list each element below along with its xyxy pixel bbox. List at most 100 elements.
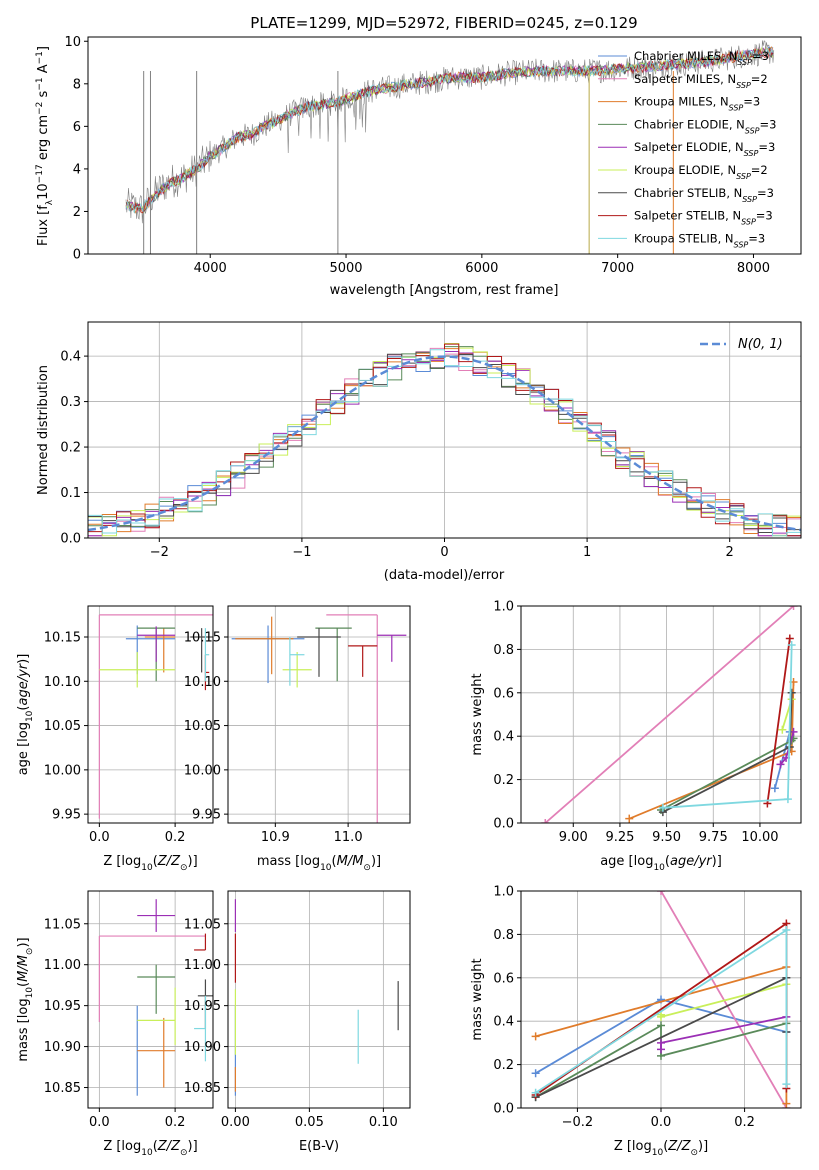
y-tick-label: 0.8 bbox=[493, 928, 514, 943]
y-tick-label: 10.00 bbox=[44, 763, 81, 778]
legend-entry: Chabrier MILES, NSSP=3 bbox=[634, 49, 769, 67]
weight-marker bbox=[787, 688, 796, 697]
weight-marker bbox=[770, 784, 779, 793]
legend-entry: Kroupa STELIB, NSSP=3 bbox=[634, 231, 765, 249]
weight-marker bbox=[778, 725, 787, 734]
spectrum-legend: Chabrier MILES, NSSP=3 Salpeter MILES, NS… bbox=[598, 49, 776, 249]
mass-vs-ebv-plot-area bbox=[234, 899, 399, 1096]
x-tick-label: −2 bbox=[150, 545, 169, 560]
axis-label: Z [log10(Z/Z⊙)] bbox=[614, 1139, 708, 1158]
x-tick-label: 0.0 bbox=[89, 1115, 110, 1130]
y-tick-label: 0.4 bbox=[60, 350, 81, 365]
y-tick-label: 11.05 bbox=[184, 917, 221, 932]
x-tick-label: 0.2 bbox=[165, 1115, 186, 1130]
x-tick-label: 1 bbox=[583, 545, 591, 560]
weight-marker bbox=[657, 1021, 665, 1030]
axis-label: (data-model)/error bbox=[384, 568, 505, 583]
y-tick-label: 10.90 bbox=[44, 1040, 81, 1055]
y-tick-label: 1.0 bbox=[493, 885, 514, 900]
x-tick-label: −0.2 bbox=[562, 1115, 594, 1130]
weight-marker bbox=[785, 634, 794, 643]
axes-frame bbox=[227, 890, 411, 1109]
x-tick-label: 9.75 bbox=[699, 830, 728, 845]
y-tick-label: 0.8 bbox=[493, 643, 514, 658]
x-tick-label: 9.00 bbox=[559, 830, 588, 845]
y-tick-label: 10.90 bbox=[184, 1040, 221, 1055]
figure-title: PLATE=1299, MJD=52972, FIBERID=0245, z=0… bbox=[250, 14, 637, 32]
axes-frame bbox=[87, 36, 802, 255]
x-tick-label: 0.0 bbox=[651, 1115, 672, 1130]
weight-marker bbox=[657, 1012, 665, 1021]
legend-entry: Salpeter MILES, NSSP=2 bbox=[634, 72, 768, 90]
age-vs-Z-axes: 0.0 0.2 9.95 10.00 10.05 10.10 10.15 Z [log10(Z… bbox=[16, 605, 214, 873]
y-tick-label: 0.6 bbox=[493, 686, 514, 701]
y-tick-label: 0.2 bbox=[60, 441, 81, 456]
x-tick-label: 6000 bbox=[465, 261, 498, 276]
weight-line bbox=[662, 645, 793, 809]
model-line bbox=[125, 47, 774, 214]
weight-marker bbox=[787, 641, 796, 650]
weight-line bbox=[662, 692, 793, 813]
weight-line bbox=[660, 891, 788, 1108]
y-tick-label: 10.05 bbox=[184, 719, 221, 734]
weight-marker bbox=[531, 1088, 540, 1097]
axis-label: mass [log10(M/M⊙)] bbox=[16, 937, 35, 1061]
mass-weight-vs-age-plot-area bbox=[541, 606, 798, 823]
y-tick-label: 11.00 bbox=[44, 958, 81, 973]
x-tick-label: 0.2 bbox=[734, 1115, 755, 1130]
x-tick-label: 9.50 bbox=[652, 830, 681, 845]
mass-weight-vs-Z-axes: −0.2 0.0 0.2 0.0 0.2 0.4 0.6 0.8 1.0 Z [log10(Z/Z… bbox=[470, 885, 802, 1158]
x-tick-label: 0 bbox=[440, 545, 448, 560]
y-tick-label: 10.10 bbox=[184, 675, 221, 690]
residual-plot-area bbox=[88, 343, 801, 538]
x-tick-label: 0.0 bbox=[89, 830, 110, 845]
y-tick-label: 10.15 bbox=[184, 631, 221, 646]
weight-marker bbox=[658, 803, 667, 812]
weight-line bbox=[766, 638, 791, 804]
x-tick-label: 10.00 bbox=[741, 830, 778, 845]
y-tick-label: 2 bbox=[73, 205, 81, 220]
mass-weight-vs-Z-plot-area bbox=[531, 891, 791, 1108]
axis-label: E(B-V) bbox=[299, 1139, 339, 1154]
y-tick-label: 0.4 bbox=[493, 1015, 514, 1030]
axis-label: Flux [fλ10−17 erg cm−2 s−1 A−1] bbox=[35, 46, 55, 246]
legend-entry: Kroupa ELODIE, NSSP=2 bbox=[634, 163, 768, 181]
legend-entry: N(0, 1) bbox=[738, 337, 783, 352]
y-tick-label: 11.05 bbox=[44, 917, 81, 932]
mass-vs-ebv-axes: 0.00 0.05 0.10 10.85 10.90 10.95 11.00 11.05 E(B… bbox=[184, 890, 411, 1154]
y-tick-label: 10.95 bbox=[44, 999, 81, 1014]
mass-vs-Z-plot-area bbox=[98, 899, 213, 1096]
spectrum-plot-area bbox=[125, 40, 775, 254]
axes-frame bbox=[520, 890, 802, 1109]
axis-label: mass weight bbox=[470, 958, 485, 1040]
weight-marker bbox=[782, 926, 791, 935]
legend-entry: Chabrier ELODIE, NSSP=3 bbox=[634, 117, 776, 135]
y-tick-label: 10 bbox=[64, 35, 81, 50]
x-tick-label: 0.00 bbox=[221, 1115, 250, 1130]
weight-marker bbox=[783, 795, 792, 804]
weight-marker bbox=[657, 1038, 665, 1047]
y-tick-label: 10.05 bbox=[44, 719, 81, 734]
y-tick-label: 6 bbox=[73, 120, 81, 135]
y-tick-label: 0.2 bbox=[493, 1058, 514, 1073]
y-tick-label: 0.0 bbox=[493, 817, 514, 832]
y-tick-label: 10.95 bbox=[184, 999, 221, 1014]
axes-frame bbox=[87, 321, 802, 539]
y-tick-label: 10.85 bbox=[184, 1081, 221, 1096]
legend-entry: Kroupa MILES, NSSP=3 bbox=[634, 95, 760, 113]
y-tick-label: 0.0 bbox=[60, 532, 81, 547]
y-tick-label: 9.95 bbox=[192, 808, 221, 823]
y-tick-label: 0.4 bbox=[493, 730, 514, 745]
y-tick-label: 10.00 bbox=[184, 763, 221, 778]
x-tick-label: 10.9 bbox=[261, 830, 290, 845]
x-tick-label: 11.0 bbox=[334, 830, 363, 845]
axes-frame bbox=[87, 605, 214, 824]
axis-label: wavelength [Angstrom, rest frame] bbox=[330, 283, 559, 298]
axis-label: age [log10(age/yr)] bbox=[16, 654, 35, 776]
legend-entry: Salpeter STELIB, NSSP=3 bbox=[634, 209, 773, 227]
x-tick-label: 0.2 bbox=[165, 830, 186, 845]
y-tick-label: 0 bbox=[73, 248, 81, 263]
y-tick-label: 4 bbox=[73, 162, 81, 177]
